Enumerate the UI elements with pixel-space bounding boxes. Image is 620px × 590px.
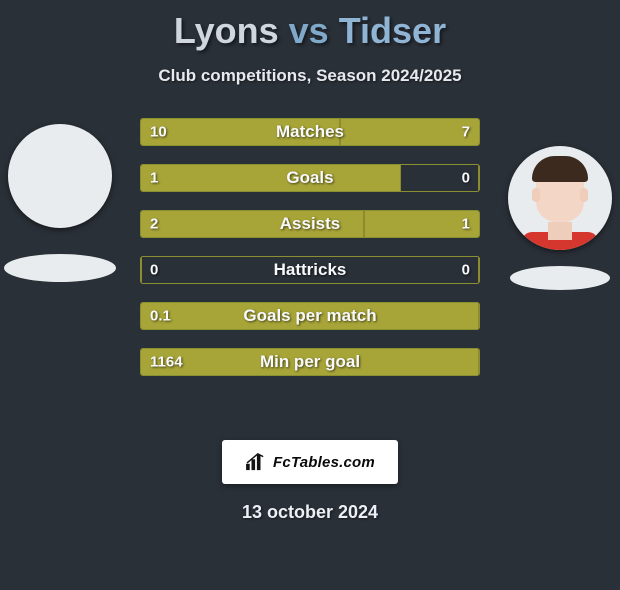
avatar-hair [532, 156, 588, 182]
stat-value-right: 7 [462, 124, 470, 141]
comparison-arena: Matches107Goals10Assists21Hattricks00Goa… [0, 118, 620, 418]
source-badge[interactable]: FcTables.com [222, 440, 398, 484]
stat-value-left: 0 [150, 262, 158, 279]
stat-value-left: 10 [150, 124, 167, 141]
bar-left-fill [141, 257, 142, 283]
player2-column [500, 118, 620, 290]
stat-label: Goals [286, 168, 333, 188]
bar-left-fill [141, 165, 401, 191]
fctables-icon [245, 453, 267, 471]
date-text: 13 october 2024 [0, 502, 620, 523]
stat-label: Goals per match [243, 306, 376, 326]
bar-right-fill [478, 257, 479, 283]
stat-label: Assists [280, 214, 340, 234]
stat-row: Matches 10 7 [140, 118, 480, 146]
vs-text: vs [289, 10, 329, 51]
stat-value-right: 0 [462, 170, 470, 187]
player1-avatar [8, 124, 112, 228]
page-title: Lyons vs Tidser [0, 10, 620, 52]
stat-label: Hattricks [274, 260, 347, 280]
bar-right-fill [478, 165, 479, 191]
stat-value-right: 1 [462, 216, 470, 233]
stat-value-left: 2 [150, 216, 158, 233]
bar-right-fill [478, 349, 479, 375]
avatar-ear [532, 188, 540, 202]
stat-row: Goals 1 0 [140, 164, 480, 192]
player2-club-logo [510, 266, 610, 290]
stat-row: Min per goal 1164 [140, 348, 480, 376]
stat-label: Min per goal [260, 352, 360, 372]
stat-row: Hattricks 0 0 [140, 256, 480, 284]
bar-right-fill [340, 119, 479, 145]
stat-row: Goals per match 0.1 [140, 302, 480, 330]
player1-column [0, 118, 120, 282]
player2-name: Tidser [339, 10, 446, 51]
player2-avatar [508, 146, 612, 250]
stat-value-left: 0.1 [150, 308, 171, 325]
bar-right-fill [478, 303, 479, 329]
stat-bars: Matches107Goals10Assists21Hattricks00Goa… [140, 118, 480, 376]
badge-text: FcTables.com [273, 454, 375, 471]
stat-label: Matches [276, 122, 344, 142]
stat-row: Assists 2 1 [140, 210, 480, 238]
avatar-neck [548, 222, 572, 240]
badge-inner: FcTables.com [245, 453, 375, 471]
stat-value-left: 1 [150, 170, 158, 187]
player1-name: Lyons [174, 10, 279, 51]
stat-value-right: 0 [462, 262, 470, 279]
player1-club-logo [4, 254, 116, 282]
avatar-ear [580, 188, 588, 202]
stat-value-left: 1164 [150, 354, 183, 371]
subtitle: Club competitions, Season 2024/2025 [0, 66, 620, 86]
